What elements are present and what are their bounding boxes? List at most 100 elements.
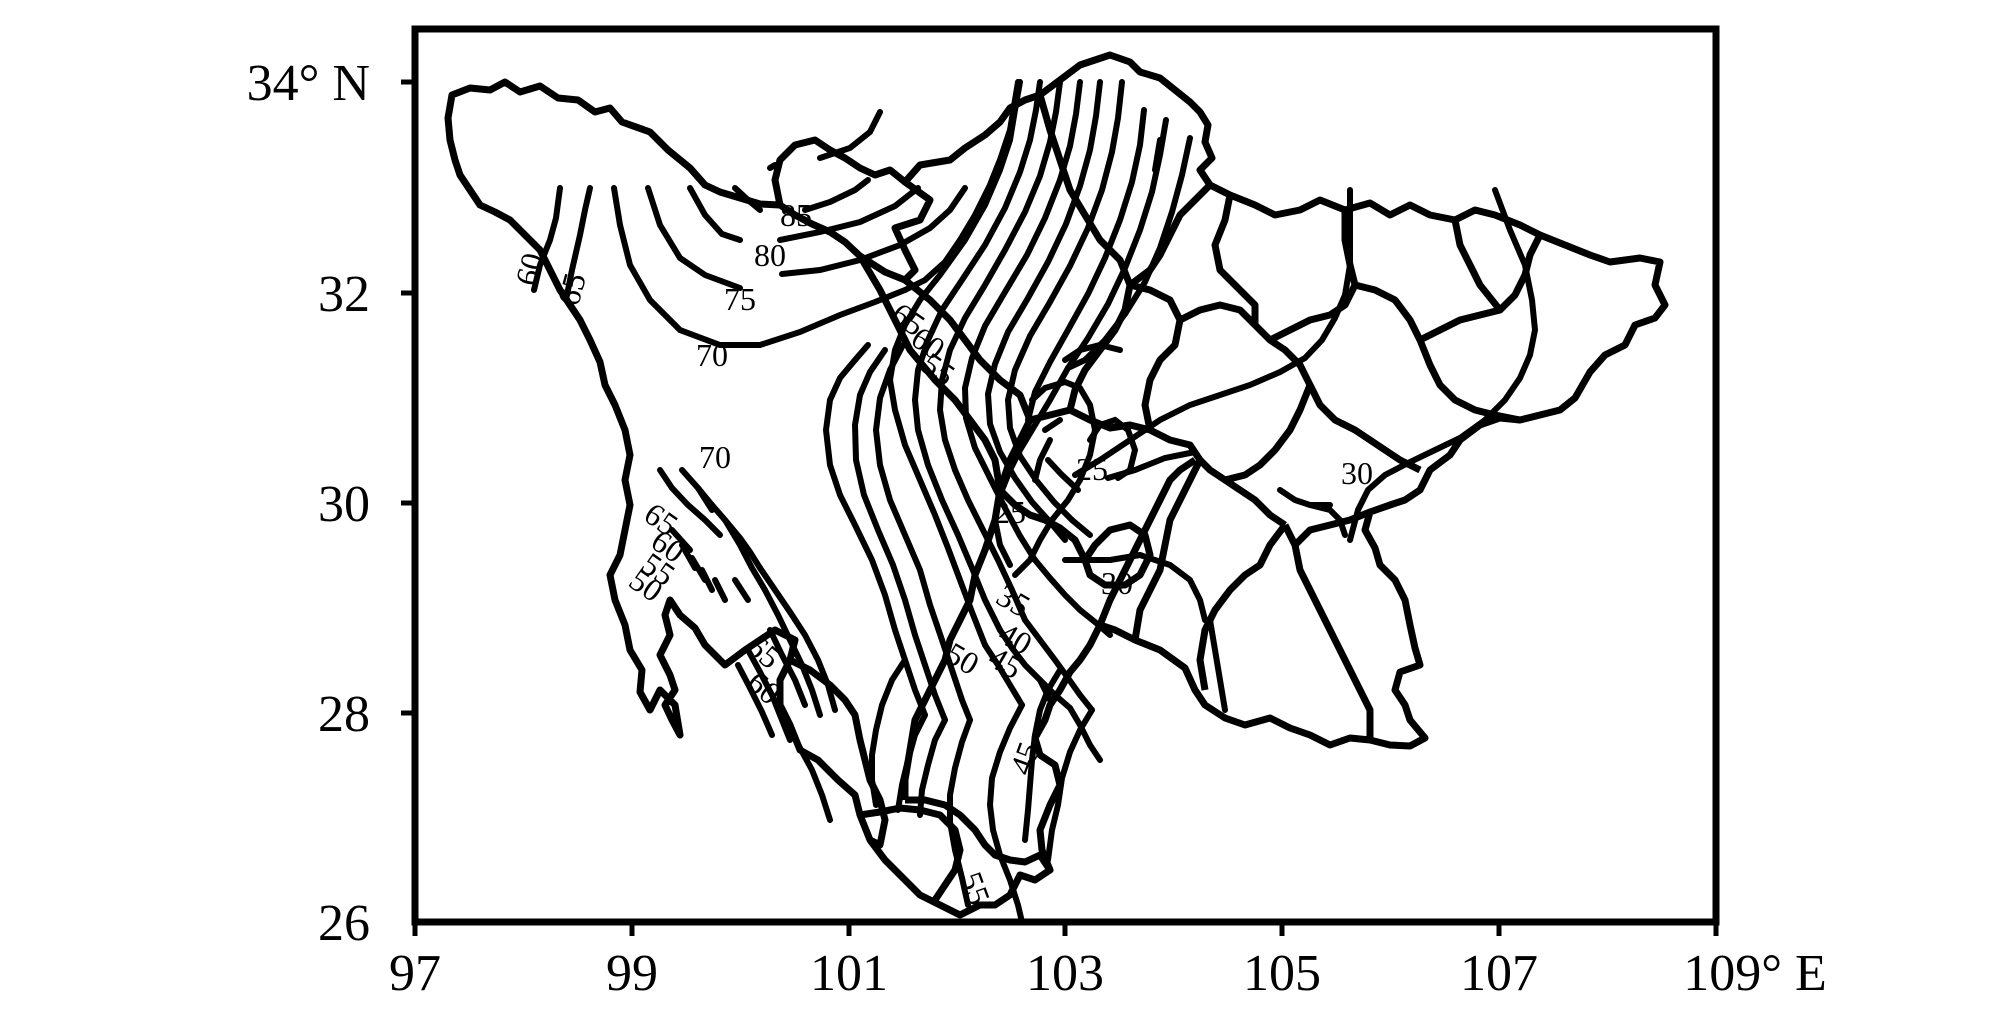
contour-label: 75 [724,281,756,317]
contour-line [699,567,715,593]
contour-label: 30 [1101,565,1133,601]
contour-line [936,79,1063,623]
contour-line [886,79,1023,648]
contour-line [1062,341,1123,363]
prefecture-boundary [1354,281,1521,424]
contour-label: 45 [1002,737,1047,779]
prefecture-boundary [1196,522,1288,691]
contour-label: 25 [994,494,1026,530]
x-tick-label: 107 [1460,945,1538,1002]
x-axis-labels: 97 99 101 103 105 107 109° E [389,945,1827,1002]
contour-line [1307,502,1348,538]
prefecture-boundary [1211,194,1259,325]
x-tick-label: 97 [389,945,441,1002]
prefecture-boundary [1268,210,1359,344]
prefecture-boundary [1281,523,1374,740]
contour-line [611,185,908,348]
contour-line [722,517,768,593]
contour-line [735,662,775,738]
region-boundaries [444,51,1669,919]
contour-line [917,717,948,818]
x-tick-label: 105 [1243,945,1321,1002]
y-tick-label: 34° N [247,55,370,112]
contour-line [1042,417,1063,433]
contour-line [1012,517,1055,578]
contour-line [1032,437,1053,483]
contour-line [1277,487,1333,508]
contour-line [767,627,808,708]
region-outline [444,51,1669,919]
contour-line [687,185,743,243]
contour-line [1045,457,1081,493]
contour-line [895,712,928,813]
contour-line [777,185,921,243]
contour-line [911,79,1043,633]
contour-line [982,642,1025,708]
contour-line [986,702,1025,925]
contour-line [1004,79,1125,538]
contour-line [563,185,593,303]
y-tick-label: 32 [318,266,370,323]
contour-line [679,467,763,571]
contour-line [762,587,823,718]
x-tick-label: 99 [606,945,658,1002]
contour-line [817,109,883,161]
prefecture-boundary [1224,383,1314,484]
contour-label: 85 [780,197,812,233]
contour-line [645,185,743,291]
contour-line [745,647,793,743]
contour-line [872,342,973,723]
prefecture-boundary [1096,457,1197,627]
contour-line [1105,449,1198,481]
prefecture-boundary [1081,521,1154,589]
prefecture-boundary [1178,301,1422,474]
contour-line [1072,187,1353,478]
contour-lines [531,79,1539,925]
contour-line [869,657,908,808]
contour-line [779,185,968,277]
x-tick-label: 101 [810,945,888,1002]
prefecture-boundary [1131,458,1204,641]
y-tick-label: 28 [318,686,370,743]
contour-label: 80 [754,237,786,273]
contour-line [984,79,1103,543]
contour-line [987,157,1003,188]
contour-line [712,577,728,603]
y-tick-label: 30 [318,476,370,533]
contour-line [531,185,563,293]
contour-line [669,527,693,553]
contour-line [1207,617,1228,713]
contour-line [1152,137,1163,173]
contour-line [1025,107,1147,423]
x-tick-label: 109° E [1683,945,1827,1002]
contour-line [732,185,763,213]
contour-line [1065,135,1193,371]
y-tick-label: 26 [318,895,370,952]
y-axis-labels: 34° N 32 30 28 26 [247,55,370,952]
contour-label: 30 [1341,455,1373,491]
contour-line [657,467,723,538]
prefecture-boundary [1029,406,1287,528]
prefecture-boundary [1127,182,1213,288]
contour-label: 65 [550,269,593,309]
contour-line [1107,551,1208,623]
prefecture-boundary [771,136,908,206]
contour-line [1347,187,1539,543]
contour-line [773,699,833,823]
prefecture-boundary [1451,219,1503,313]
contour-line [1037,677,1053,703]
contour-line [851,347,948,723]
contour-line [767,162,778,171]
contour-line [695,485,715,513]
contour-line [822,342,928,718]
contour-line [802,177,871,213]
contour-label: 70 [699,439,731,475]
prefecture-boundary [905,796,1053,872]
contour-line [947,717,973,908]
contour-line [961,79,1083,563]
contour-label: 25 [1076,451,1108,487]
contour-line [732,577,751,603]
contour-line [991,365,1071,568]
contour-label: 70 [696,337,728,373]
